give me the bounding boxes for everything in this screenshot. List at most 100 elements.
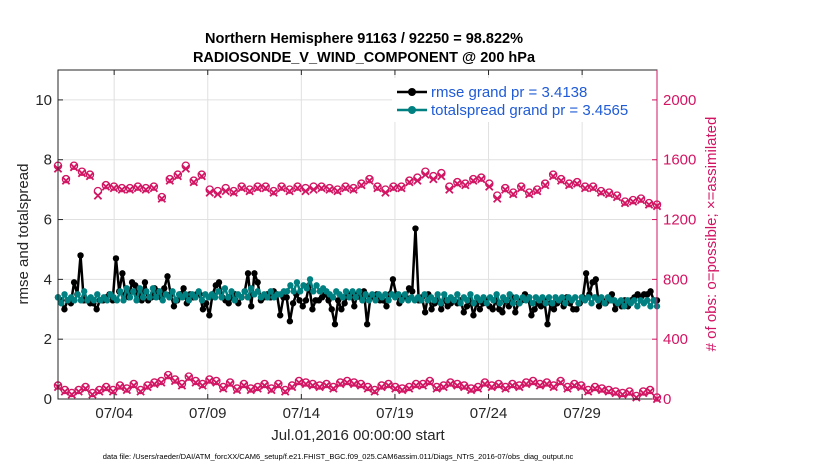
data-point	[166, 294, 173, 301]
obs-assimilated-point	[453, 381, 462, 390]
data-point	[363, 321, 371, 328]
obs-assimilated-point	[381, 188, 390, 197]
data-point	[355, 288, 363, 295]
data-point	[313, 282, 320, 289]
chart-title: Northern Hemisphere 91163 / 92250 = 98.8…	[205, 31, 523, 47]
obs-assimilated-point	[136, 387, 145, 396]
obs-assimilated-point	[101, 182, 111, 191]
x-tick-label: 07/09	[189, 405, 227, 422]
x-tick-label: 07/24	[470, 405, 508, 422]
obs-possible-point	[277, 182, 286, 191]
obs-assimilated-point	[67, 390, 77, 399]
data-point	[198, 297, 206, 304]
legend-rmse-marker	[408, 88, 416, 96]
obs-assimilated-point	[315, 382, 324, 392]
data-point	[562, 300, 569, 307]
obs-assimilated-point	[501, 384, 510, 393]
obs-possible-point	[184, 372, 194, 381]
data-point	[372, 297, 379, 304]
obs-assimilated-point	[577, 382, 586, 392]
obs-assimilated-point	[485, 182, 494, 191]
data-point	[421, 309, 429, 316]
obs-possible-point	[269, 186, 278, 196]
obs-possible-point	[163, 370, 173, 380]
obs-assimilated-point	[549, 382, 558, 392]
obs-possible-point	[293, 182, 302, 191]
data-point	[409, 288, 416, 295]
data-point	[493, 291, 500, 298]
obs-assimilated-point	[349, 379, 359, 389]
data-point	[185, 297, 193, 304]
obs-possible-point	[477, 173, 486, 182]
y-right-tick-label: 1200	[663, 212, 696, 229]
obs-possible-point	[564, 179, 574, 188]
obs-assimilated-point	[397, 183, 406, 193]
data-point	[328, 306, 335, 313]
data-point	[342, 288, 350, 295]
obs-possible-point	[425, 376, 435, 386]
data-point	[113, 297, 121, 304]
data-point	[287, 282, 294, 289]
obs-possible-point	[469, 174, 478, 184]
obs-possible-point	[604, 188, 614, 197]
data-point	[126, 294, 134, 301]
obs-possible-point	[225, 378, 235, 387]
obs-assimilated-point	[556, 378, 565, 387]
data-point	[225, 294, 232, 301]
data-point	[277, 312, 284, 319]
obs-assimilated-point	[221, 186, 230, 196]
data-point	[496, 300, 504, 307]
obs-assimilated-point	[133, 183, 143, 193]
obs-assimilated-point	[542, 379, 552, 389]
data-point	[595, 303, 603, 310]
data-point	[346, 294, 353, 301]
data-point	[598, 294, 605, 301]
obs-assimilated-point	[580, 183, 590, 193]
data-point	[385, 297, 392, 304]
obs-assimilated-point	[95, 387, 104, 396]
obs-assimilated-point	[165, 176, 175, 185]
obs-possible-point	[577, 381, 586, 390]
data-point	[254, 279, 261, 286]
data-point	[383, 303, 390, 310]
obs-assimilated-point	[487, 382, 496, 392]
obs-possible-point	[459, 381, 469, 390]
data-point	[244, 294, 252, 301]
obs-assimilated-point	[349, 185, 358, 194]
obs-assimilated-point	[432, 384, 441, 393]
obs-possible-point	[253, 182, 262, 191]
data-point	[94, 291, 101, 298]
data-point	[634, 303, 641, 310]
data-point	[412, 225, 419, 232]
obs-possible-point	[143, 381, 152, 390]
obs-assimilated-point	[644, 200, 654, 209]
obs-assimilated-point	[628, 197, 638, 206]
obs-possible-point	[237, 182, 246, 191]
y-right-tick-label: 0	[663, 391, 671, 408]
data-point	[329, 294, 337, 301]
chart-subtitle: RADIOSONDE_V_WIND_COMPONENT @ 200 hPa	[193, 50, 536, 66]
data-point	[558, 294, 566, 301]
obs-assimilated-point	[509, 189, 518, 199]
data-point	[74, 291, 81, 298]
obs-possible-point	[357, 179, 366, 188]
obs-possible-point	[556, 174, 566, 184]
y-tick-label: 8	[44, 152, 52, 169]
data-point	[228, 288, 235, 295]
data-point	[77, 252, 84, 259]
obs-possible-point	[333, 185, 342, 194]
obs-assimilated-point	[528, 378, 538, 387]
data-point	[195, 288, 202, 295]
obs-assimilated-point	[620, 198, 630, 208]
data-point	[450, 297, 458, 304]
obs-assimilated-point	[143, 382, 152, 392]
obs-assimilated-point	[246, 385, 256, 395]
obs-possible-point	[129, 379, 138, 389]
obs-possible-point	[548, 170, 558, 179]
data-point	[156, 288, 163, 295]
obs-assimilated-point	[532, 186, 542, 196]
obs-possible-point	[95, 385, 104, 395]
footnote: data file: /Users/raeder/DAI/ATM_forcXX/…	[103, 452, 574, 461]
obs-assimilated-point	[301, 379, 311, 389]
obs-possible-point	[556, 376, 565, 386]
